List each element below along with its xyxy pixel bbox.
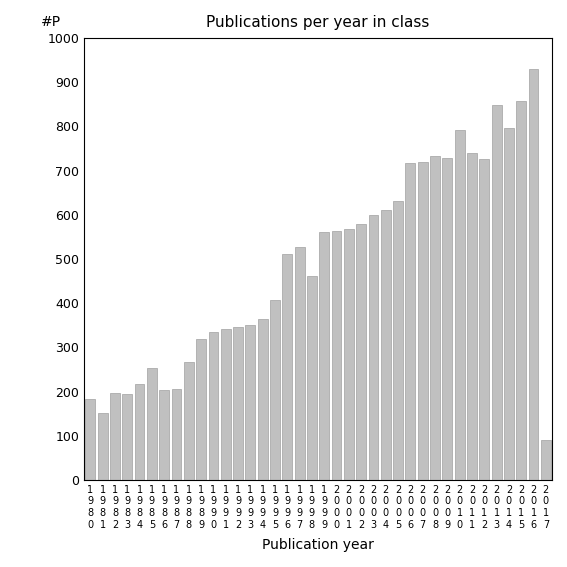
Bar bbox=[356, 224, 366, 480]
Bar bbox=[98, 413, 108, 480]
Bar bbox=[258, 319, 268, 480]
Bar bbox=[209, 332, 218, 480]
Bar bbox=[246, 325, 255, 480]
Bar bbox=[147, 368, 157, 480]
Bar bbox=[86, 399, 95, 480]
Title: Publications per year in class: Publications per year in class bbox=[206, 15, 430, 30]
Bar bbox=[270, 300, 280, 480]
Y-axis label: #P: #P bbox=[41, 15, 61, 29]
Bar bbox=[504, 128, 514, 480]
Bar bbox=[467, 153, 477, 480]
Bar bbox=[233, 327, 243, 480]
Bar bbox=[221, 329, 231, 480]
Bar bbox=[282, 254, 292, 480]
Bar bbox=[319, 232, 329, 480]
Bar bbox=[134, 384, 145, 480]
Bar bbox=[455, 130, 464, 480]
Bar bbox=[295, 247, 304, 480]
Bar bbox=[381, 210, 391, 480]
Bar bbox=[159, 390, 169, 480]
Bar bbox=[528, 70, 539, 480]
Bar bbox=[479, 159, 489, 480]
Bar bbox=[517, 101, 526, 480]
Bar bbox=[122, 394, 132, 480]
Bar bbox=[541, 440, 551, 480]
Bar bbox=[110, 393, 120, 480]
Bar bbox=[172, 390, 181, 480]
Bar bbox=[332, 231, 341, 480]
Bar bbox=[405, 163, 416, 480]
Bar bbox=[418, 162, 428, 480]
Bar bbox=[442, 158, 452, 480]
X-axis label: Publication year: Publication year bbox=[262, 538, 374, 552]
Bar bbox=[369, 215, 378, 480]
Bar bbox=[344, 229, 354, 480]
Bar bbox=[393, 201, 403, 480]
Bar bbox=[430, 156, 440, 480]
Bar bbox=[196, 338, 206, 480]
Bar bbox=[492, 105, 502, 480]
Bar bbox=[184, 362, 194, 480]
Bar bbox=[307, 276, 317, 480]
